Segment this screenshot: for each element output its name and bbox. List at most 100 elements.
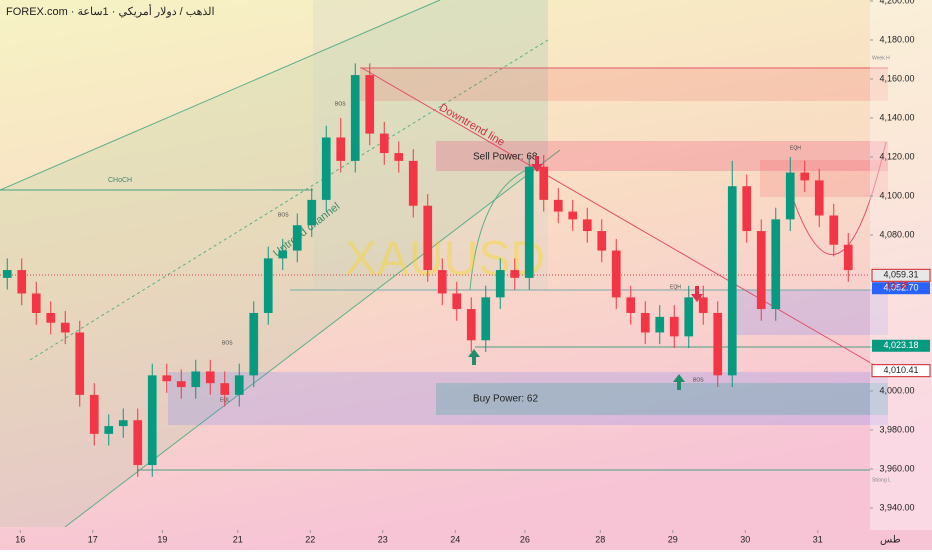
channel-fill (0, 0, 548, 527)
candle-body (582, 219, 592, 232)
x-tick-label: 23 (378, 534, 388, 544)
price-label: 4,023.18 (883, 340, 918, 350)
y-tick-label: 4,100.00 (879, 190, 914, 200)
candle-body (147, 375, 157, 466)
candle-body (31, 293, 41, 313)
y-tick-label: 4,000.00 (879, 385, 914, 395)
price-label-box (872, 339, 930, 352)
y-tick-label: 4,200.00 (879, 0, 914, 5)
x-tick-label: 16 (15, 534, 25, 544)
candle-body (452, 293, 462, 310)
candle-body (423, 205, 433, 271)
candle-body (756, 231, 766, 310)
countdown: 13:38 (886, 281, 909, 291)
candle-body (684, 297, 694, 337)
x-tick-label: 29 (668, 534, 678, 544)
supply-zone-2 (760, 160, 888, 197)
candle-body (220, 383, 230, 395)
candle-body (17, 270, 27, 294)
candle-body (727, 186, 737, 376)
price-axis (870, 0, 932, 530)
x-tick-label: 26 (520, 534, 530, 544)
y-tick-label: 4,080.00 (879, 229, 914, 239)
candle-body (292, 225, 302, 251)
candle-body (249, 312, 259, 376)
candle-body (437, 270, 447, 294)
candle-body (698, 297, 708, 313)
candle-body (2, 270, 12, 278)
sell-power: Sell Power: 68 (473, 152, 538, 163)
candle-body (713, 312, 723, 376)
y-tick-label: 4,120.00 (879, 151, 914, 161)
candle-body (785, 172, 795, 220)
candle-body (365, 75, 375, 134)
candle-body (626, 297, 636, 313)
candle-body (495, 270, 505, 298)
symbol-line: FOREX.com · الذهب / دولار أمريكي · 1ساعة (6, 4, 215, 18)
candle-body (162, 375, 172, 382)
y-tick-label: 4,180.00 (879, 34, 914, 44)
candle-body (263, 258, 273, 313)
bos-label: BOS (222, 340, 233, 346)
bos-label: BOS (693, 377, 704, 383)
demand-zone-2 (730, 290, 888, 335)
candle-body (89, 394, 99, 434)
candle-body (524, 166, 534, 278)
price-label-box (872, 282, 930, 295)
sell-zone (436, 141, 888, 171)
candle-body (379, 133, 389, 154)
candle-body (655, 316, 665, 333)
bos-label: BOS (278, 212, 289, 218)
bos-label: BOS (335, 101, 346, 107)
candle-body (278, 250, 288, 259)
candle-body (191, 371, 201, 388)
y-tick-label: 4,140.00 (879, 112, 914, 122)
x-tick-label: 31 (813, 534, 823, 544)
candle-body (843, 244, 853, 271)
x-tick-label: 30 (740, 534, 750, 544)
candle-body (539, 166, 549, 200)
channel-upper (0, 0, 441, 191)
downtrend-line (361, 67, 889, 374)
candle-body (829, 215, 839, 245)
strong-low-label: Strong L (872, 477, 891, 483)
candle-body (60, 322, 70, 333)
candle-body (234, 375, 244, 395)
demand-zone (168, 372, 888, 425)
x-tick-label: 24 (450, 534, 460, 544)
buy-zone (436, 383, 888, 415)
candle-body (133, 420, 143, 466)
price-label-box (871, 364, 931, 378)
candle-body (118, 420, 128, 427)
up-arrow (468, 349, 480, 365)
candle-body (742, 186, 752, 232)
x-tick-label: 21 (233, 534, 243, 544)
eqh-label: EQH (670, 284, 681, 290)
y-tick-label: 3,960.00 (879, 463, 914, 473)
supply-zone (360, 68, 888, 101)
channel-lower (64, 149, 561, 528)
up-arrow (673, 374, 685, 390)
week-high-label: Week H (872, 55, 890, 61)
y-tick-label: 3,940.00 (879, 502, 914, 512)
candle-body (205, 371, 215, 384)
candle-body (510, 270, 520, 278)
y-tick-label: 4,160.00 (879, 73, 914, 83)
candle-body (307, 199, 317, 226)
candle-body (814, 180, 824, 216)
time-zone-label: طس (880, 535, 901, 546)
projection (789, 141, 887, 256)
price-label-box (871, 268, 931, 282)
y-tick-label: 3,980.00 (879, 424, 914, 434)
candle-body (46, 312, 56, 323)
candle-body (771, 219, 781, 310)
candle-body (176, 381, 186, 388)
x-tick-label: 19 (157, 534, 167, 544)
candle-body (800, 172, 810, 181)
x-tick-label: 22 (305, 534, 315, 544)
candle-body (553, 199, 563, 212)
candle-body (481, 297, 491, 341)
candle-body (568, 211, 578, 220)
price-label: 4,010.41 (883, 365, 918, 375)
candle-body (408, 160, 418, 206)
